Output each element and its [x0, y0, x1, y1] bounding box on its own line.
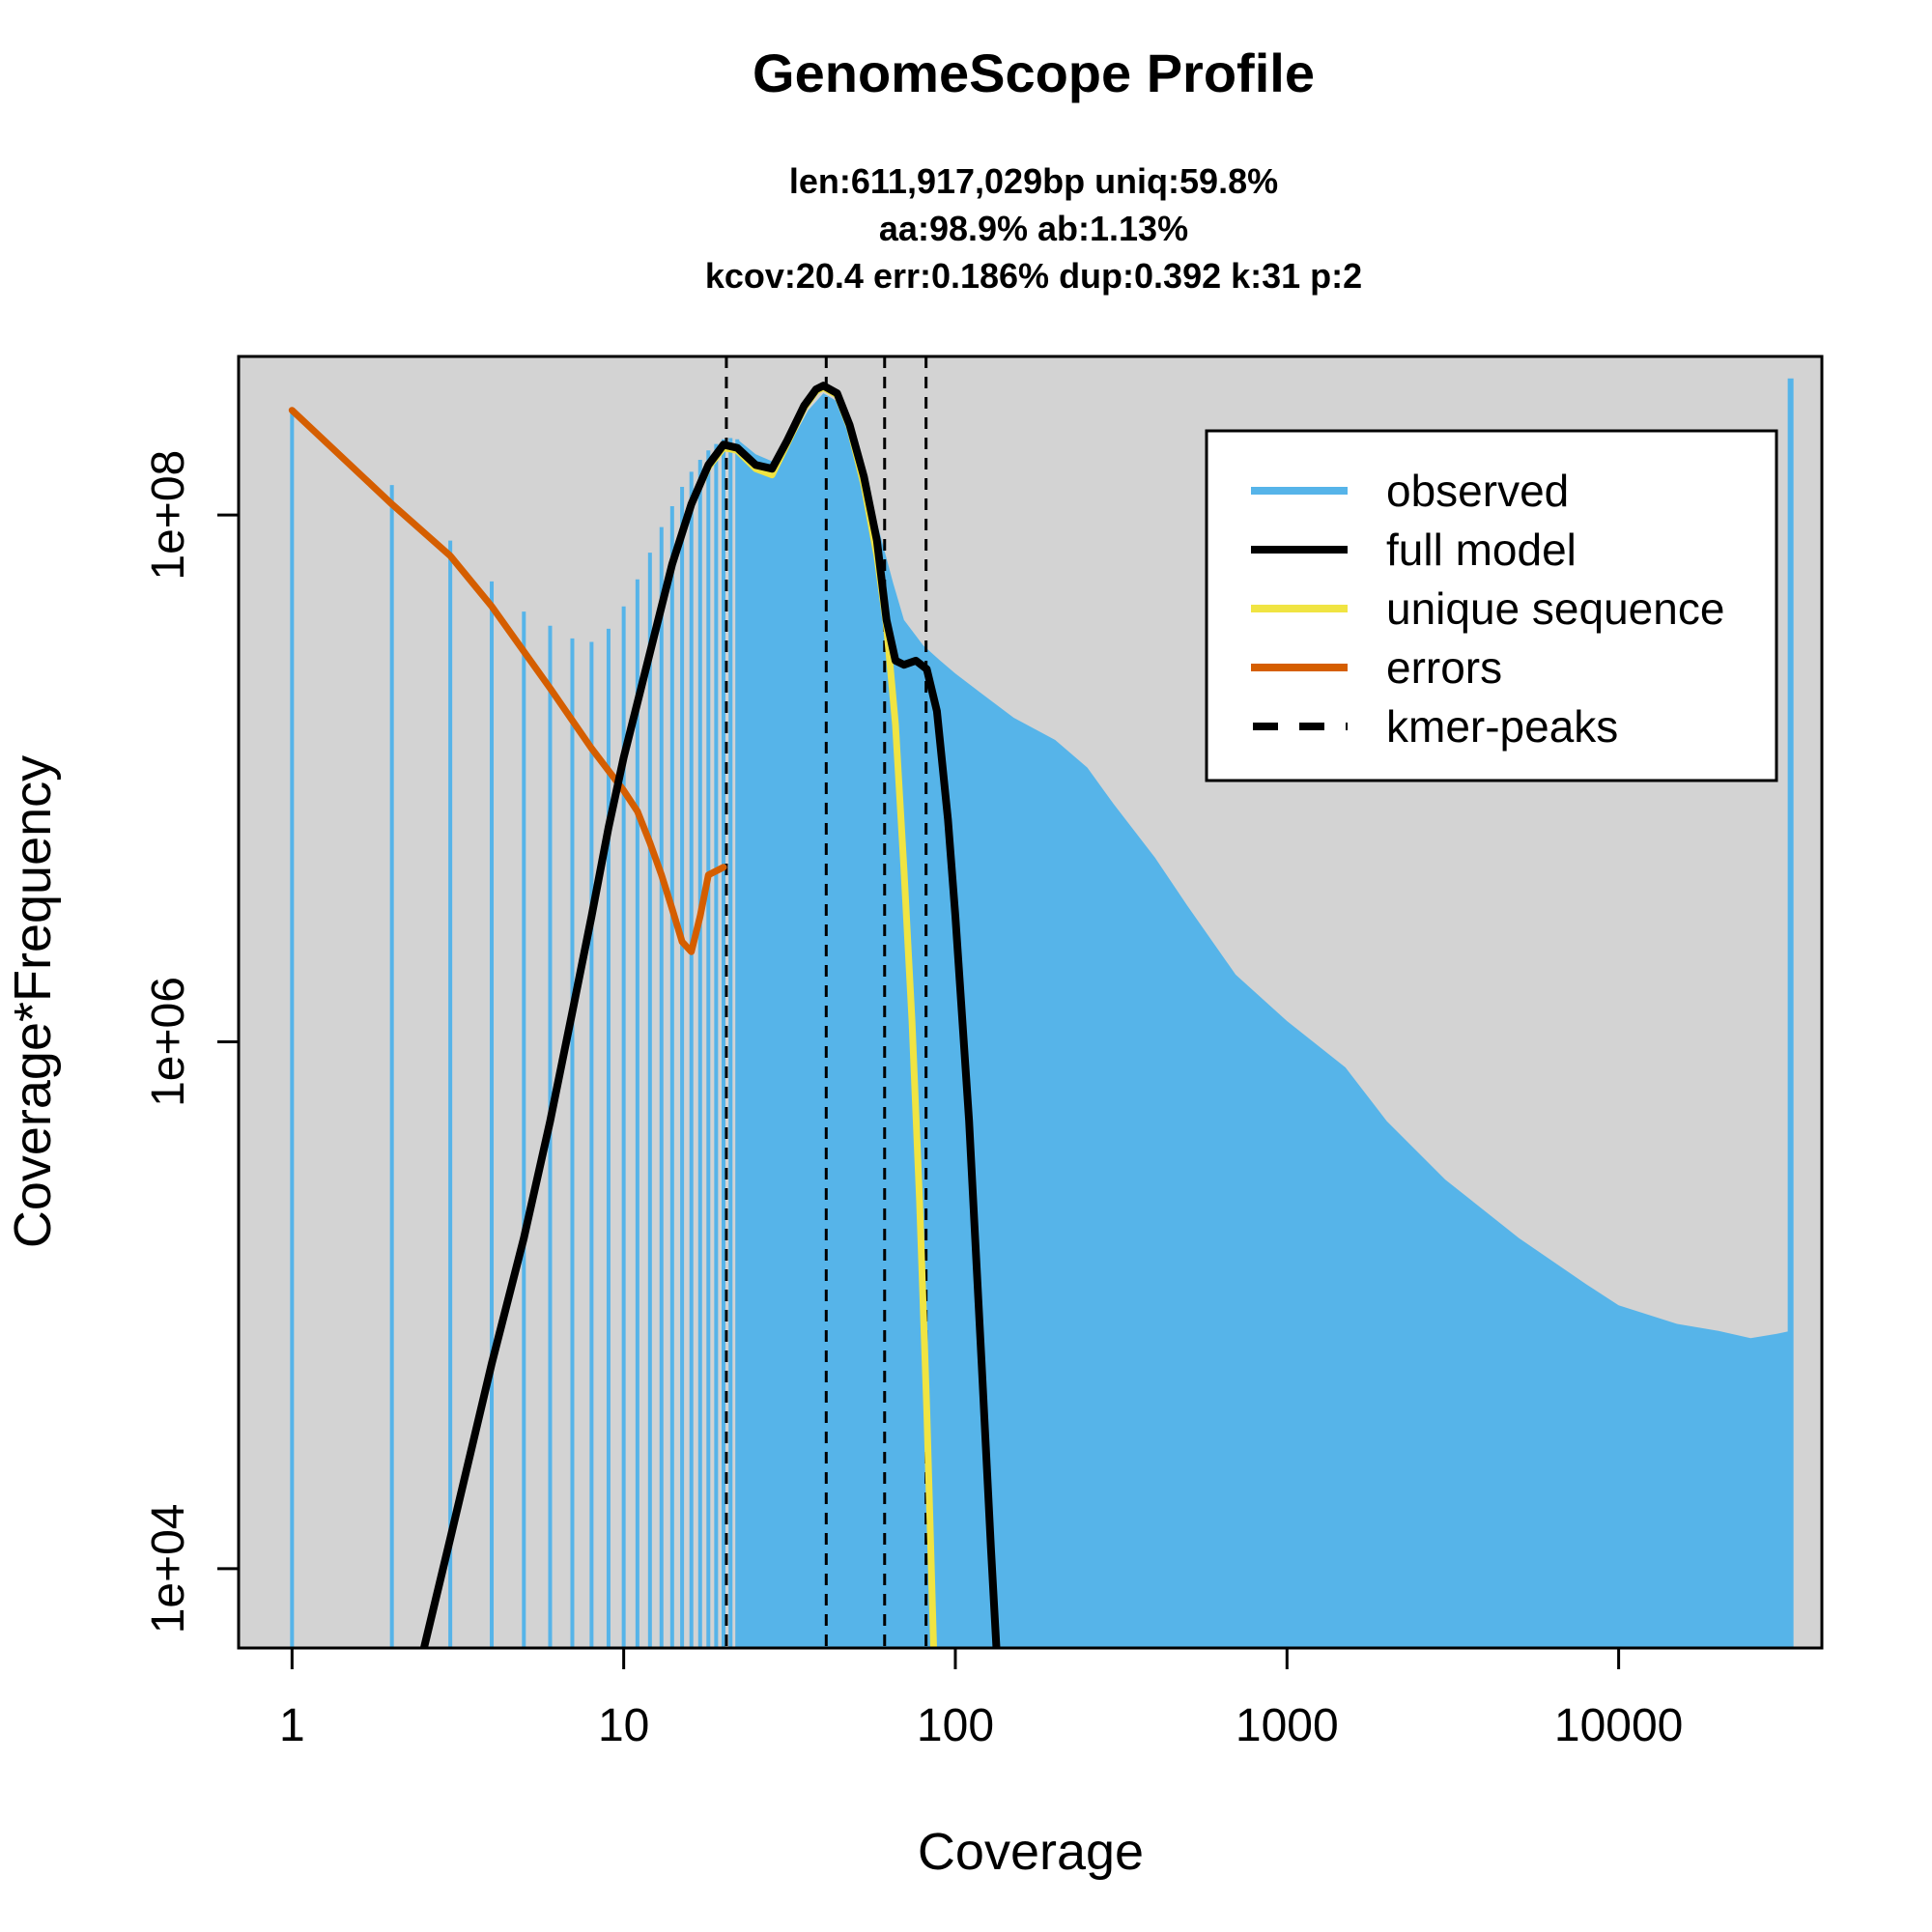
- x-tick-label-3: 100: [917, 1700, 994, 1751]
- x-tick-label-4: 1000: [1236, 1700, 1339, 1751]
- observed-area: [737, 393, 1791, 1648]
- x-tick-label-5: 10000: [1554, 1700, 1683, 1751]
- y-tick-label-2: 1e+06: [143, 977, 194, 1107]
- legend-label-errors: errors: [1386, 642, 1502, 693]
- legend-label-observed: observed: [1386, 466, 1569, 516]
- legend-label-kmer-peaks: kmer-peaks: [1386, 701, 1618, 752]
- y-tick-label-1: 1e+04: [143, 1503, 194, 1634]
- y-axis-label: Coverage*Frequency: [4, 755, 62, 1248]
- x-axis: 1 10 100 1000 10000: [279, 1646, 1683, 1751]
- x-tick-label-2: 10: [598, 1700, 649, 1751]
- model-curves: [288, 382, 1001, 1648]
- x-tick-label-1: 1: [279, 1700, 305, 1751]
- chart-subtitle-line-1: len:611,917,029bp uniq:59.8%: [789, 161, 1278, 201]
- legend-label-full-model: full model: [1386, 525, 1577, 575]
- y-axis: 1e+04 1e+06 1e+08: [143, 450, 241, 1634]
- y-tick-label-3: 1e+08: [143, 450, 194, 581]
- errors-line: [288, 407, 727, 955]
- legend-label-unique-sequence: unique sequence: [1386, 583, 1724, 634]
- x-axis-label: Coverage: [918, 1823, 1144, 1881]
- full-model-line: [419, 382, 1001, 1648]
- legend: observed full model unique sequence errors k…: [1205, 429, 1778, 782]
- chart-title: GenomeScope Profile: [753, 43, 1315, 103]
- chart-subtitle-line-3: kcov:20.4 err:0.186% dup:0.392 k:31 p:2: [705, 256, 1362, 296]
- observed-bars: [290, 378, 1794, 1648]
- chart-subtitle-line-2: aa:98.9% ab:1.13%: [879, 209, 1188, 248]
